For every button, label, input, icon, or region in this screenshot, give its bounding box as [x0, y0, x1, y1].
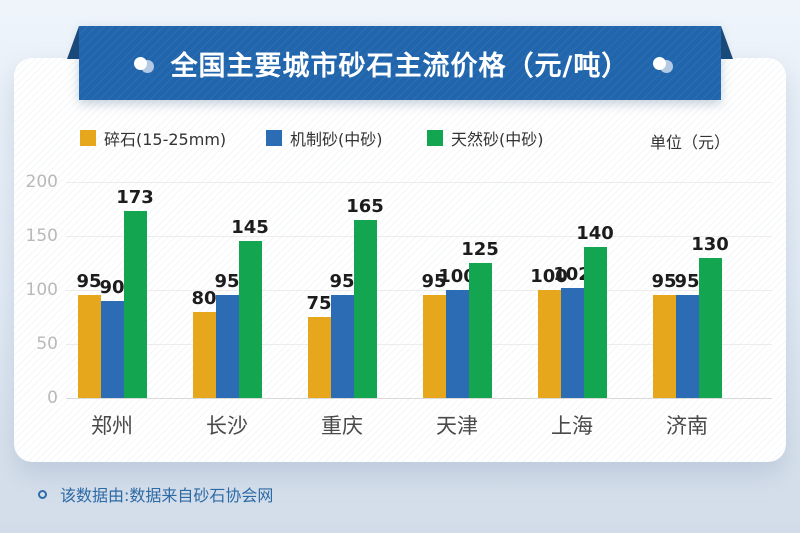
- bar: 90: [99, 277, 125, 398]
- bar-value-label: 95: [214, 271, 240, 293]
- bar-value-label: 95: [651, 271, 677, 293]
- legend-item: 机制砂(中砂): [266, 129, 383, 149]
- dot-ornament-left-icon: [133, 56, 147, 70]
- bar: 95: [651, 271, 677, 398]
- ribbon-body: 全国主要城市砂石主流价格（元/吨）: [79, 26, 721, 100]
- legend-item: 碎石(15-25mm): [80, 129, 226, 149]
- page-title: 全国主要城市砂石主流价格（元/吨）: [170, 50, 630, 82]
- bar-value-label: 145: [231, 217, 269, 239]
- circle-bullet-icon: [38, 489, 47, 499]
- bar: 165: [346, 196, 384, 398]
- bar: 95: [76, 271, 102, 398]
- bar-value-label: 75: [306, 293, 332, 314]
- legend-swatch-icon: [266, 129, 282, 146]
- gridline: [66, 290, 772, 291]
- legend-swatch-icon: [80, 129, 96, 146]
- bar: 125: [461, 239, 499, 398]
- bar-value-label: 173: [116, 187, 154, 209]
- bar-group: 95 95 130: [651, 234, 729, 398]
- bar: 95: [329, 271, 355, 398]
- x-axis-category-label: 天津: [436, 414, 478, 438]
- bar-value-label: 100: [438, 266, 476, 287]
- bar: 173: [116, 187, 154, 398]
- gridline: [66, 344, 772, 345]
- gridline: [66, 398, 772, 399]
- bar-value-label: 90: [99, 276, 125, 298]
- x-axis-category-label: 郑州: [91, 414, 133, 438]
- ribbon-fold-left-icon: [67, 26, 79, 59]
- bar-group: 100 102 140: [530, 223, 614, 398]
- bar-value-label: 130: [691, 233, 729, 255]
- legend-label: 机制砂(中砂): [290, 129, 383, 149]
- bar-value-label: 95: [421, 271, 447, 293]
- bar: 130: [691, 234, 729, 398]
- x-axis-category-label: 长沙: [206, 414, 248, 438]
- bar-value-label: 95: [674, 271, 700, 293]
- data-source-text: 该数据由:数据来自砂石协会网: [60, 486, 274, 505]
- bar-value-label: 80: [191, 287, 217, 309]
- bar-value-label: 100: [530, 266, 568, 287]
- legend-item: 天然砂(中砂): [427, 129, 544, 149]
- bar-value-label: 102: [553, 263, 591, 285]
- x-axis-category-label: 上海: [551, 414, 593, 438]
- y-axis-tick-label: 100: [25, 280, 58, 300]
- unit-label: 单位（元）: [649, 133, 730, 152]
- bar: 140: [576, 223, 614, 398]
- dot-ornament-right-icon: [653, 56, 667, 70]
- ribbon-fold-right-icon: [721, 26, 733, 59]
- legend-swatch-icon: [427, 129, 443, 146]
- bar: 102: [553, 264, 591, 398]
- bar-group: 75 95 165: [306, 196, 384, 398]
- gridline: [66, 236, 772, 237]
- bar-value-label: 95: [76, 271, 102, 293]
- bar-value-label: 95: [329, 271, 355, 293]
- bar-group: 95 90 173: [76, 187, 154, 398]
- bar-group: 95 100 125: [421, 239, 499, 398]
- bar: 95: [421, 271, 447, 398]
- bar: 95: [214, 271, 240, 398]
- gridline: [66, 182, 772, 183]
- bar-value-label: 165: [346, 195, 384, 217]
- y-axis-tick-label: 150: [25, 226, 58, 246]
- y-axis-tick-label: 200: [25, 172, 58, 192]
- legend-label: 碎石(15-25mm): [104, 129, 227, 149]
- bar: 100: [530, 266, 568, 398]
- data-source-note: 该数据由:数据来自砂石协会网: [38, 482, 273, 506]
- x-axis-category-label: 重庆: [321, 414, 363, 438]
- chart-card: 碎石(15-25mm) 机制砂(中砂) 天然砂(中砂) 单位（元） 0 50 100 15…: [14, 58, 786, 462]
- bar-value-label: 125: [461, 239, 499, 260]
- bar: 95: [674, 271, 700, 398]
- bar-group: 80 95 145: [191, 217, 269, 398]
- bar: 75: [306, 293, 332, 398]
- bar: 80: [191, 288, 217, 398]
- bar-chart: 0 50 100 150 200 95 90 173 郑州 80 95 145 长沙 75 95 165 重庆 9…: [14, 58, 786, 462]
- bar: 145: [231, 217, 269, 398]
- legend-label: 天然砂(中砂): [451, 129, 544, 149]
- y-axis-tick-label: 0: [47, 388, 58, 408]
- bar-value-label: 140: [576, 222, 614, 244]
- x-axis-category-label: 济南: [666, 414, 708, 438]
- bar: 100: [438, 266, 476, 398]
- y-axis-tick-label: 50: [36, 334, 58, 354]
- title-ribbon: 全国主要城市砂石主流价格（元/吨）: [67, 26, 733, 100]
